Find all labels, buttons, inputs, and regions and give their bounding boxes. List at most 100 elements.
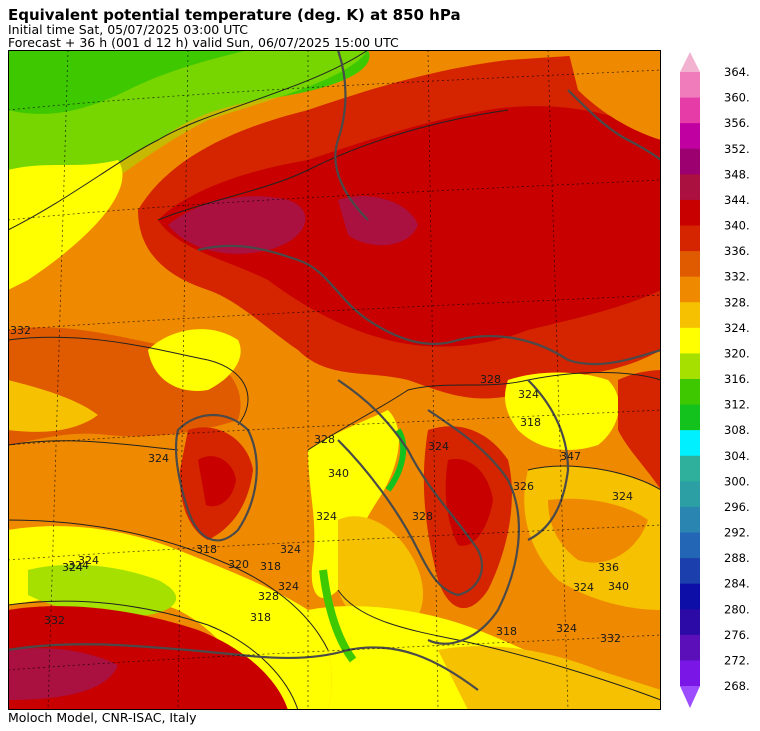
- legend-band: [680, 583, 700, 610]
- zone-lime-sw: [28, 564, 177, 617]
- legend-label: 352.: [724, 142, 750, 156]
- legend-band: [680, 455, 700, 482]
- contour-label: 318: [496, 625, 517, 638]
- contour-label: 324: [556, 622, 577, 635]
- theta-e-map: 3323323243183183203243283243183243243403…: [8, 50, 661, 710]
- legend-band: [680, 353, 700, 380]
- contour-label: 324: [612, 490, 633, 503]
- zone-yellow-east: [505, 372, 619, 450]
- contour-label: 328: [314, 433, 335, 446]
- legend-band: [680, 660, 700, 687]
- contour-label: 324: [280, 543, 301, 556]
- contour-label: 318: [260, 560, 281, 573]
- coastline-iberia: [174, 413, 258, 542]
- legend-label: 336.: [724, 244, 750, 258]
- zone-lightorange-w: [8, 380, 98, 432]
- contour-label: 324: [68, 559, 89, 572]
- legend-label: 324.: [724, 321, 750, 335]
- contour-label: 318: [250, 611, 271, 624]
- map-frame: [8, 50, 661, 710]
- coastline-east: [527, 379, 570, 541]
- legend-label: 348.: [724, 167, 750, 181]
- legend-top-arrow: [680, 52, 700, 72]
- contour-label: 324: [428, 440, 449, 453]
- coastline-africa: [8, 643, 479, 691]
- legend-band: [680, 609, 700, 636]
- contour-label: 332: [44, 614, 65, 627]
- legend-label: 276.: [724, 628, 750, 642]
- legend-band: [680, 123, 700, 150]
- legend-label: 332.: [724, 270, 750, 284]
- contour-label: 324: [78, 554, 99, 567]
- initial-time: Initial time Sat, 05/07/2025 03:00 UTC: [8, 22, 249, 37]
- contour-label: 328: [412, 510, 433, 523]
- legend-band: [680, 72, 700, 99]
- legend-band: [680, 174, 700, 201]
- legend-band: [680, 148, 700, 175]
- legend-label: 272.: [724, 653, 750, 667]
- legend-label: 300.: [724, 474, 750, 488]
- legend-label: 328.: [724, 295, 750, 309]
- legend-band: [680, 379, 700, 406]
- legend-label: 340.: [724, 219, 750, 233]
- legend-label: 356.: [724, 116, 750, 130]
- zone-yellow-italy: [308, 410, 399, 599]
- legend-band: [680, 430, 700, 457]
- legend-label: 292.: [724, 526, 750, 540]
- legend-band: [680, 199, 700, 226]
- contour-label: 324: [62, 561, 83, 574]
- coastline-north: [197, 244, 661, 366]
- legend-band: [680, 225, 700, 252]
- legend-band: [680, 97, 700, 124]
- coastline-balkan: [427, 409, 520, 645]
- legend-label: 308.: [724, 423, 750, 437]
- legend-label: 344.: [724, 193, 750, 207]
- contour-label: 318: [520, 416, 541, 429]
- contour-label: 340: [328, 467, 349, 480]
- model-credit: Moloch Model, CNR-ISAC, Italy: [8, 710, 197, 725]
- legend-band: [680, 634, 700, 661]
- contour-label: 324: [573, 581, 594, 594]
- legend-band: [680, 302, 700, 329]
- legend-label: 296.: [724, 500, 750, 514]
- contour-label: 320: [228, 558, 249, 571]
- legend-band: [680, 558, 700, 585]
- legend-label: 320.: [724, 346, 750, 360]
- contour-label: 332: [600, 632, 621, 645]
- legend-band: [680, 404, 700, 431]
- legend-label: 280.: [724, 602, 750, 616]
- contour-label: 324: [316, 510, 337, 523]
- contour-label: 328: [258, 590, 279, 603]
- zone-maroon-north: [168, 196, 306, 254]
- colorbar-legend: 268. 272. 276. 280. 284. 288. 292. 296. 300. 304.…: [680, 52, 750, 708]
- legend-label: 316.: [724, 372, 750, 386]
- zone-yellow-nw: [8, 160, 123, 290]
- legend-label: 360.: [724, 91, 750, 105]
- legend-band: [680, 327, 700, 354]
- zone-yellow-center: [148, 329, 241, 391]
- contour-label: 328: [480, 373, 501, 386]
- legend-label: 284.: [724, 577, 750, 591]
- zone-orange-ne: [568, 50, 661, 140]
- zone-lime-nw: [8, 50, 368, 260]
- legend-band: [680, 532, 700, 559]
- legend-label: 288.: [724, 551, 750, 565]
- legend-label: 364.: [724, 65, 750, 79]
- contour-label: 324: [148, 452, 169, 465]
- coastline-italy: [337, 379, 483, 597]
- legend-band: [680, 276, 700, 303]
- contour-label: 340: [608, 580, 629, 593]
- contour-label: 347: [560, 450, 581, 463]
- legend-label: 268.: [724, 679, 750, 693]
- contour-label: 324: [518, 388, 539, 401]
- contour-label: 324: [278, 580, 299, 593]
- legend-bottom-arrow: [680, 686, 700, 708]
- legend-band: [680, 506, 700, 533]
- legend-band: [680, 481, 700, 508]
- contour-label: 336: [598, 561, 619, 574]
- legend-band: [680, 251, 700, 278]
- contour-label: 332: [10, 324, 31, 337]
- legend-label: 304.: [724, 449, 750, 463]
- contour-label: 326: [513, 480, 534, 493]
- legend-label: 312.: [724, 398, 750, 412]
